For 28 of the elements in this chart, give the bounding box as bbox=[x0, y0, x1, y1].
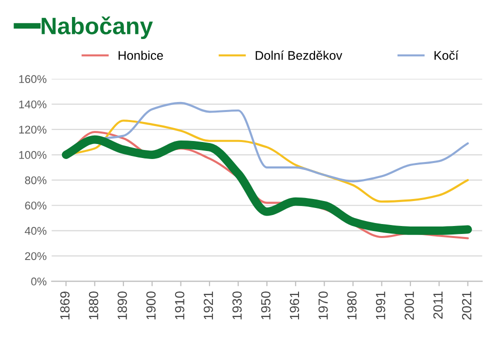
x-tick-label: 1991 bbox=[376, 292, 386, 320]
y-tick-label: 20% bbox=[25, 252, 46, 260]
x-tick-label: 2011 bbox=[433, 292, 443, 319]
legend-label: Nabočany bbox=[42, 16, 153, 40]
legend-label: Kočí bbox=[434, 50, 459, 60]
x-tick-label: 1869 bbox=[60, 292, 70, 320]
x-tick-label: 1961 bbox=[290, 292, 300, 320]
y-tick-label: 140% bbox=[19, 100, 46, 108]
y-tick-label: 160% bbox=[19, 75, 46, 84]
y-tick-label: 40% bbox=[24, 226, 46, 235]
x-tick-label: 1921 bbox=[204, 292, 214, 320]
y-tick-label: 60% bbox=[25, 202, 46, 210]
y-tick-label: 100% bbox=[19, 151, 46, 159]
x-tick-label: 1890 bbox=[118, 291, 127, 320]
x-tick-label: 1900 bbox=[146, 291, 156, 320]
x-tick-label: 2001 bbox=[404, 292, 414, 320]
x-tick-label: 1970 bbox=[318, 291, 328, 320]
y-tick-label: 120% bbox=[19, 126, 46, 134]
x-tick-label: 1910 bbox=[175, 291, 184, 320]
x-tick-label: 1930 bbox=[232, 291, 242, 320]
y-tick-label: 0% bbox=[31, 278, 46, 286]
x-tick-label: 1950 bbox=[261, 291, 270, 320]
legend-label: Honbice bbox=[118, 50, 163, 60]
x-tick-label: 2021 bbox=[462, 292, 472, 320]
y-tick-label: 80% bbox=[25, 176, 46, 184]
x-tick-label: 1980 bbox=[347, 291, 357, 320]
x-tick-label: 1880 bbox=[88, 291, 98, 320]
legend-label: Dolní Bezděkov bbox=[256, 50, 342, 60]
